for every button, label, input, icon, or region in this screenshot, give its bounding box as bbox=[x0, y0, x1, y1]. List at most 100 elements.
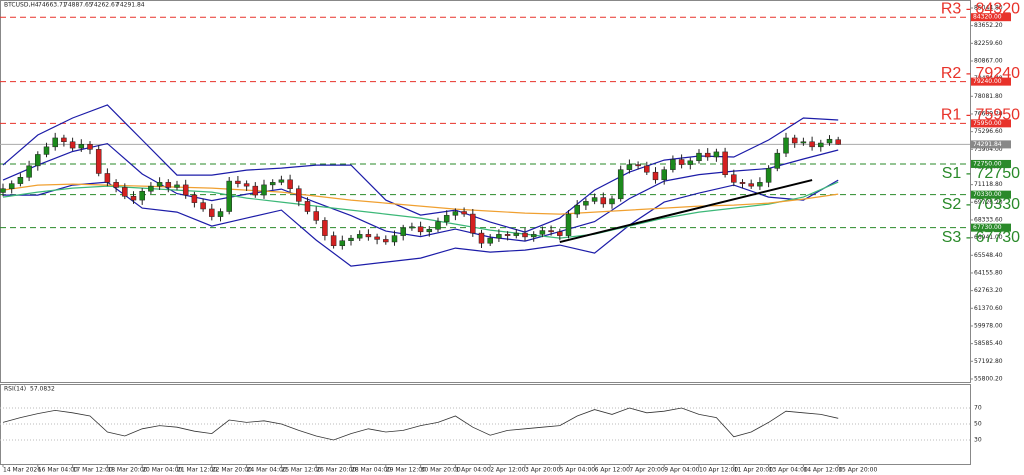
candle-body bbox=[461, 211, 467, 215]
candle-body bbox=[765, 168, 772, 183]
candle-body bbox=[452, 211, 459, 216]
candle-body bbox=[43, 146, 50, 155]
candle-body bbox=[269, 182, 276, 186]
x-tick-label: 26 Mar 20:00 bbox=[316, 467, 356, 474]
candle-body bbox=[661, 169, 667, 181]
candle-body bbox=[713, 151, 720, 158]
candle-body bbox=[791, 137, 798, 144]
candle-body bbox=[478, 232, 485, 244]
candle-body bbox=[348, 237, 354, 241]
candle-body bbox=[139, 190, 145, 201]
candle-body bbox=[296, 188, 302, 202]
x-tick-label: 9 Apr 04:00 bbox=[664, 467, 699, 474]
y-tick-label: 57192.80 bbox=[974, 358, 1003, 365]
level-axis-box bbox=[971, 13, 1011, 22]
level-label: S1 - 72750 bbox=[942, 165, 1020, 182]
y-tick-label: 55800.20 bbox=[974, 375, 1003, 382]
candle-body bbox=[678, 159, 685, 165]
y-tick-label: 75296.60 bbox=[974, 128, 1003, 135]
y-tick-label: 68333.60 bbox=[974, 216, 1003, 223]
candle-body bbox=[409, 226, 415, 229]
candle-body bbox=[748, 183, 754, 187]
y-tick-label: 58585.40 bbox=[974, 340, 1003, 347]
x-tick-label: 6 Apr 12:00 bbox=[595, 467, 630, 474]
candle-body bbox=[757, 182, 763, 187]
candle-body bbox=[644, 165, 650, 173]
candle-body bbox=[113, 182, 119, 188]
y-tick-label: 83652.20 bbox=[974, 22, 1003, 29]
candle-body bbox=[313, 211, 319, 221]
x-tick-label: 17 Mar 12:00 bbox=[73, 467, 113, 474]
candle-body bbox=[391, 235, 398, 243]
level-axis-box bbox=[971, 190, 1011, 199]
x-tick-label: 10 Apr 12:00 bbox=[699, 467, 738, 474]
candle-body bbox=[530, 234, 537, 238]
candle-body bbox=[443, 215, 450, 222]
candle-body bbox=[739, 182, 746, 184]
candle-body bbox=[704, 152, 711, 158]
chart-header: BTCUSD,H4 74663.71 74887.65 74262.67 742… bbox=[4, 2, 145, 9]
level-label: S3 - 67730 bbox=[942, 229, 1020, 246]
x-tick-label: 2 Apr 12:00 bbox=[490, 467, 525, 474]
symbol: BTCUSD,H4 bbox=[4, 2, 39, 9]
candle-body bbox=[356, 234, 363, 239]
candle-body bbox=[174, 184, 180, 188]
candle-body bbox=[78, 144, 85, 149]
x-tick-label: 21 Mar 12:00 bbox=[177, 467, 217, 474]
candle-body bbox=[687, 160, 694, 165]
x-tick-label: 3 Apr 20:00 bbox=[525, 467, 560, 474]
rsi-value: 57.0832 bbox=[30, 386, 55, 393]
candle-body bbox=[818, 142, 824, 148]
candle-body bbox=[826, 138, 833, 144]
candle-body bbox=[400, 227, 406, 236]
candle-body bbox=[722, 151, 728, 175]
x-tick-label: 22 Mar 20:00 bbox=[212, 467, 252, 474]
candle-body bbox=[617, 169, 624, 200]
candle-body bbox=[235, 180, 241, 184]
y-tick-label: 69726.20 bbox=[974, 199, 1003, 206]
candle-body bbox=[800, 141, 807, 144]
rsi-line bbox=[2, 407, 839, 441]
candle-body bbox=[383, 239, 389, 243]
candle-body bbox=[330, 235, 337, 247]
candle-body bbox=[626, 164, 633, 170]
candle-body bbox=[61, 137, 67, 143]
candle-body bbox=[548, 230, 554, 233]
x-tick-label: 16 Mar 04:00 bbox=[38, 467, 78, 474]
candle-body bbox=[217, 211, 224, 217]
candle-body bbox=[165, 182, 172, 188]
x-tick-label: 24 Mar 04:00 bbox=[247, 467, 287, 474]
x-tick-label: 5 Apr 04:00 bbox=[560, 467, 595, 474]
y-tick-label: 80867.00 bbox=[974, 57, 1003, 64]
candle-body bbox=[565, 213, 572, 236]
x-tick-label: 28 Mar 04:00 bbox=[351, 467, 391, 474]
candle-body bbox=[17, 177, 24, 184]
candle-body bbox=[635, 164, 641, 167]
candle-body bbox=[513, 232, 520, 236]
candle-body bbox=[148, 185, 154, 192]
candle-body bbox=[261, 184, 267, 196]
low-value: 74262.67 bbox=[90, 2, 119, 9]
level-axis-box bbox=[971, 119, 1011, 128]
candle-body bbox=[304, 201, 311, 212]
level-axis-label: 79240.00 bbox=[973, 78, 1002, 85]
x-tick-label: 18 Mar 20:00 bbox=[107, 467, 147, 474]
candle-body bbox=[69, 141, 76, 149]
x-tick-label: 11 Apr 20:00 bbox=[734, 467, 773, 474]
open-value: 74663.71 bbox=[38, 2, 67, 9]
price-box bbox=[971, 140, 1011, 149]
candle-body bbox=[583, 201, 589, 206]
candle-body bbox=[287, 179, 293, 189]
candle-body bbox=[696, 152, 702, 162]
indicator-line bbox=[2, 104, 839, 233]
candle-body bbox=[226, 180, 232, 212]
candle-body bbox=[470, 213, 476, 234]
x-tick-label: 29 Mar 12:00 bbox=[386, 467, 426, 474]
candle-body bbox=[374, 236, 380, 240]
level-axis-label: 72750.00 bbox=[973, 160, 1002, 167]
x-tick-label: 13 Apr 04:00 bbox=[769, 467, 808, 474]
level-axis-label: 84320.00 bbox=[973, 14, 1002, 21]
candle-body bbox=[783, 137, 789, 154]
candle-body bbox=[209, 208, 215, 217]
